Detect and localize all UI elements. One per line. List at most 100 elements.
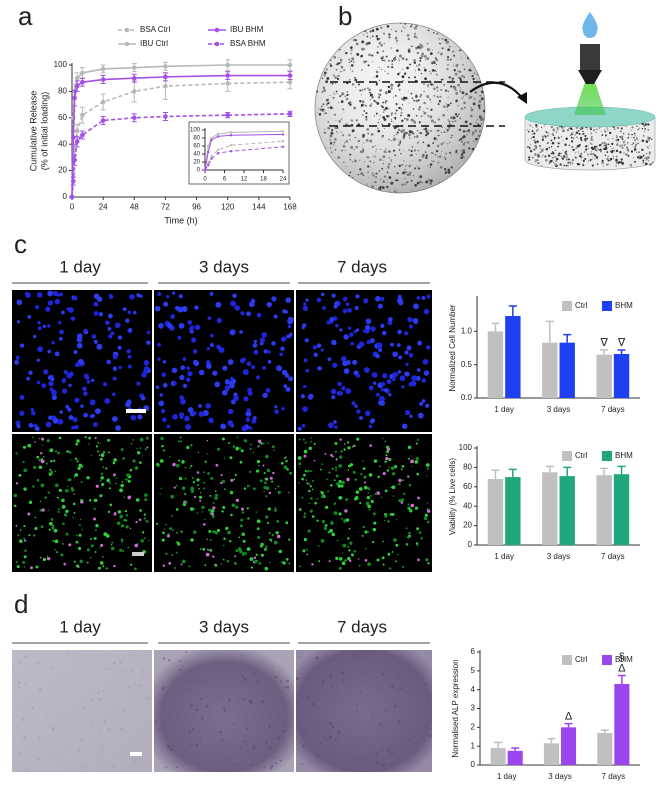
speckle-dot xyxy=(615,149,619,153)
nucleus xyxy=(380,296,385,302)
cell xyxy=(54,470,56,472)
stain-speck xyxy=(102,689,105,692)
speckle-dot xyxy=(618,163,620,165)
micrograph xyxy=(296,290,432,432)
nucleus xyxy=(302,406,308,413)
nucleus xyxy=(397,294,402,299)
cell xyxy=(125,514,128,517)
cell xyxy=(363,485,368,490)
speckle-dot xyxy=(642,161,645,164)
cell xyxy=(250,443,252,446)
nucleus xyxy=(251,418,257,424)
stain-speck xyxy=(246,668,248,670)
speckle-dot xyxy=(591,153,594,155)
cell xyxy=(125,477,128,481)
speckle-dot xyxy=(571,158,575,162)
speckle-dot xyxy=(562,129,565,132)
nucleus xyxy=(356,409,361,414)
bar xyxy=(487,479,504,545)
cell xyxy=(368,508,371,511)
cell xyxy=(241,511,245,514)
cell xyxy=(68,543,72,547)
stain-speck xyxy=(222,707,226,710)
nucleus xyxy=(45,306,51,312)
speckle-dot xyxy=(634,146,636,148)
speckle-dot xyxy=(584,151,586,153)
stain-speck xyxy=(99,697,102,701)
stain-speck xyxy=(233,763,236,766)
stain-speck xyxy=(273,675,277,679)
speckle-dot xyxy=(608,131,612,135)
stain-speck xyxy=(324,737,326,740)
cell xyxy=(184,477,187,480)
speckle-dot xyxy=(566,154,568,156)
cell xyxy=(347,469,350,471)
legend-label: Ctrl xyxy=(575,301,588,310)
cell xyxy=(32,436,34,439)
speckle-dot xyxy=(602,146,603,147)
y-tick-label: 60 xyxy=(58,113,67,122)
cell xyxy=(102,565,105,568)
cell xyxy=(341,496,344,499)
speckle-dot xyxy=(577,130,580,132)
cell xyxy=(376,558,380,562)
cell xyxy=(229,456,233,460)
y-tick-label: 0 xyxy=(197,168,201,174)
cell xyxy=(101,483,105,487)
nucleus xyxy=(333,425,338,429)
stain-speck xyxy=(276,736,280,740)
cell xyxy=(115,482,117,485)
speckle-dot xyxy=(615,161,619,164)
speckle-dot xyxy=(592,156,594,158)
nucleus xyxy=(67,407,72,412)
stain-speck xyxy=(97,691,100,694)
cell xyxy=(304,470,307,473)
speckle-dot xyxy=(589,159,592,161)
stain-speck xyxy=(90,722,94,725)
cell xyxy=(403,492,406,496)
speckle-dot xyxy=(566,129,570,132)
nucleus xyxy=(125,318,130,323)
nucleus xyxy=(242,369,249,376)
cell xyxy=(332,455,334,458)
bar xyxy=(543,743,559,765)
cell xyxy=(23,555,27,559)
marker xyxy=(281,133,285,136)
cell xyxy=(252,487,256,491)
droplet xyxy=(582,12,598,38)
cell xyxy=(408,531,411,535)
cell xyxy=(190,486,195,491)
stain-speck xyxy=(146,697,149,700)
cell xyxy=(364,559,368,562)
cell xyxy=(398,482,401,486)
nucleus xyxy=(65,404,70,409)
nucleus xyxy=(248,426,253,430)
stain-speck xyxy=(286,679,289,683)
micrograph xyxy=(154,434,294,572)
speckle-dot xyxy=(527,146,529,148)
speckle-dot xyxy=(574,134,576,136)
bar xyxy=(614,684,630,765)
cell xyxy=(241,507,244,511)
stain-speck xyxy=(155,719,158,722)
speckle-dot xyxy=(596,145,598,148)
stain-speck xyxy=(329,675,333,679)
cell xyxy=(303,473,306,477)
cell xyxy=(387,552,391,556)
nucleus xyxy=(47,349,51,354)
nucleus xyxy=(51,340,55,345)
cell xyxy=(372,540,375,544)
cell xyxy=(77,546,82,551)
cell xyxy=(228,441,231,444)
speckle-dot xyxy=(648,139,650,141)
cell xyxy=(336,482,339,486)
stain-speck xyxy=(229,684,231,686)
cell xyxy=(340,517,343,520)
cell xyxy=(302,438,305,441)
cell xyxy=(354,496,359,500)
cell xyxy=(198,495,203,499)
speckle-dot xyxy=(604,146,608,150)
cell xyxy=(65,532,69,536)
stain-speck xyxy=(370,761,373,764)
speckle-dot xyxy=(642,159,645,162)
